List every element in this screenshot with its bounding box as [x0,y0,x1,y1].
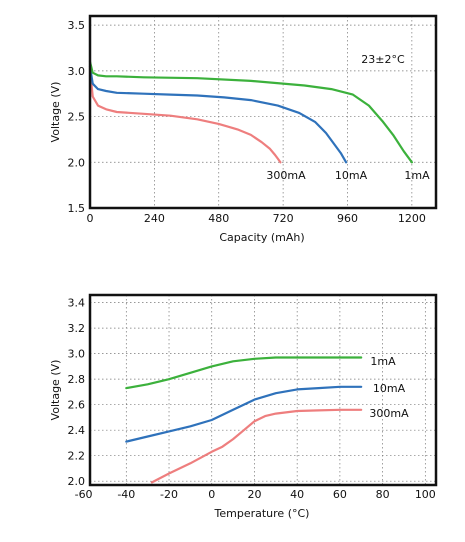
x-tick-label: 1200 [398,212,426,225]
x-axis-label: Capacity (mAh) [219,231,304,244]
y-axis-label: Voltage (V) [49,360,62,421]
grid [90,16,436,208]
series-label-10ma: 10mA [373,382,406,395]
x-tick-label: 0 [208,488,215,501]
x-tick-label: -60 [75,488,93,501]
plot-frame [88,14,438,210]
y-tick-label: 3.0 [68,65,86,78]
y-tick-label: 2.0 [68,156,86,169]
series-line-300ma [150,408,363,484]
series-line-10ma [125,385,363,443]
x-tick-label: 480 [208,212,229,225]
series-line-1ma [125,356,363,390]
y-tick-label: 3.5 [68,19,86,32]
x-tick-label: 40 [290,488,304,501]
y-tick-label: 2.2 [68,450,86,463]
x-tick-label: -20 [160,488,178,501]
series-label-1ma: 1mA [370,355,396,368]
y-tick-label: 2.6 [68,399,86,412]
y-tick-label: 2.5 [68,111,86,124]
plot-frame [88,293,438,487]
series-label-1ma: 1mA [404,169,430,182]
capacity-chart: 0 240 480 720 960 1200 1.5 2.0 2.5 3.0 3.5 Capacity… [49,14,438,244]
y-tick-label: 1.5 [68,202,86,215]
x-tick-label: 240 [144,212,165,225]
x-axis-label: Temperature (°C) [214,507,310,520]
y-tick-label: 2.4 [68,424,86,437]
y-tick-label: 3.2 [68,322,86,335]
series-line-1ma [88,60,413,164]
temperature-annotation: 23±2°C [361,53,405,66]
series-label-300ma: 300mA [266,169,306,182]
x-tick-label: 0 [87,212,94,225]
x-tick-label: 100 [415,488,436,501]
y-tick-label: 2.8 [68,373,86,386]
x-tick-label: -40 [117,488,135,501]
y-tick-label: 3.4 [68,297,86,310]
y-tick-label: 2.0 [68,475,86,488]
x-tick-label: 60 [333,488,347,501]
grid [90,295,436,485]
series-label-10ma: 10mA [335,169,368,182]
x-tick-label: 720 [273,212,294,225]
series-line-10ma [88,65,348,164]
x-tick-label: 960 [337,212,358,225]
x-tick-label: 20 [247,488,261,501]
series-line-300ma [88,67,282,164]
x-tick-label: 80 [376,488,390,501]
temperature-chart: -60 -40 -20 0 20 40 60 80 100 2.0 2.2 2.4 2.6 2.8 3.0 3… [49,293,438,520]
y-tick-label: 3.0 [68,348,86,361]
series-label-300ma: 300mA [369,407,409,420]
y-axis-label: Voltage (V) [49,82,62,143]
